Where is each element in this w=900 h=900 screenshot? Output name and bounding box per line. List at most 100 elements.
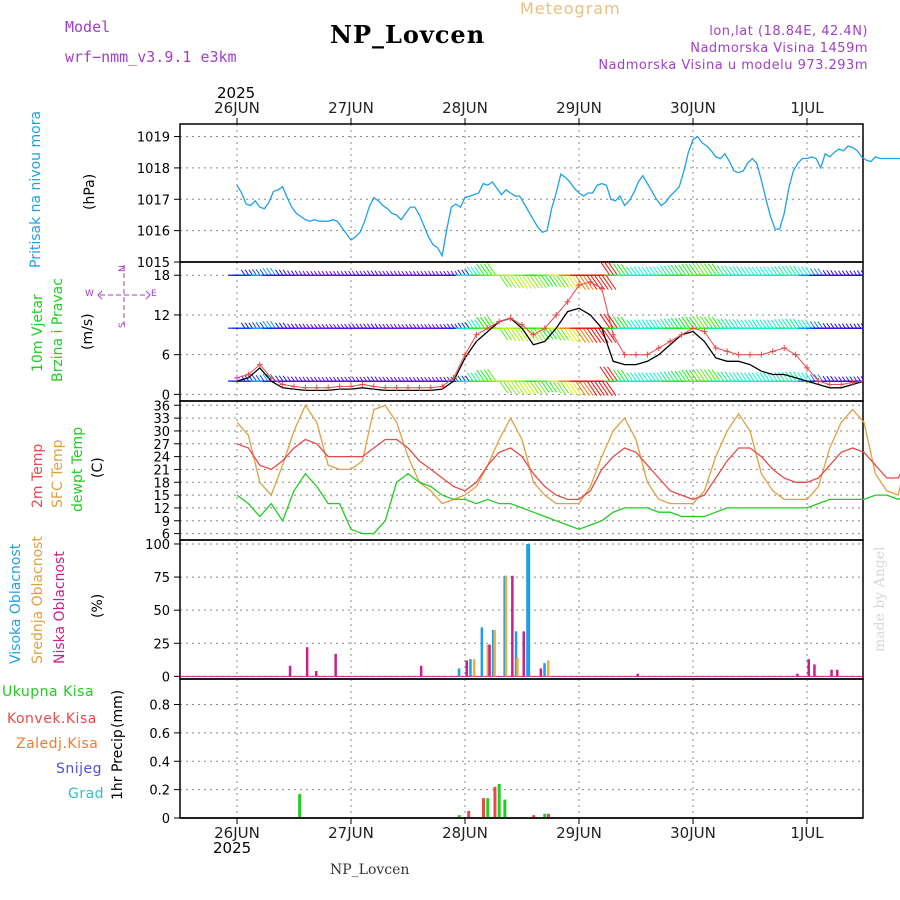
wind-barb-flag bbox=[393, 376, 398, 382]
chart-title: NP_Lovcen bbox=[330, 20, 486, 49]
bottom-date-label: 28JUN bbox=[442, 824, 488, 842]
wind-barb-flag bbox=[332, 376, 337, 382]
wind-barb-flag bbox=[525, 327, 536, 342]
wind-speed-marker bbox=[462, 351, 468, 358]
wind-barb-flag bbox=[259, 375, 265, 382]
wind-barb-flag bbox=[637, 266, 645, 276]
wind-barb-flag bbox=[427, 323, 432, 329]
wind-barb-flag bbox=[537, 327, 547, 341]
wind-barb-flag bbox=[620, 369, 630, 382]
wind-speed-marker bbox=[382, 384, 389, 391]
legend-total-rain: Ukupna Kisa bbox=[2, 684, 95, 700]
compass-west: W bbox=[85, 289, 94, 299]
wind-barb-flag bbox=[841, 323, 846, 329]
wind-barb-flag bbox=[785, 318, 793, 329]
wind-barb-flag bbox=[537, 274, 547, 288]
low-cloud-bar bbox=[522, 631, 525, 677]
top-date-label: 30JUN bbox=[670, 99, 716, 117]
pressure-line bbox=[236, 135, 900, 258]
wind-barb-flag bbox=[332, 323, 337, 329]
wind-barb-flag bbox=[667, 318, 675, 329]
wind-barb-flag bbox=[559, 327, 570, 341]
wind-barb-flag bbox=[869, 323, 872, 328]
wind-barb-flag bbox=[605, 274, 617, 290]
wind-barb-flag bbox=[732, 371, 740, 382]
high-cloud-bar bbox=[492, 630, 495, 677]
wind-barb-flag bbox=[869, 376, 872, 381]
wind-barb-flag bbox=[575, 380, 586, 396]
wind-barb-flag bbox=[282, 322, 288, 329]
wind-barb-flag bbox=[340, 376, 345, 382]
wind-barb-flag bbox=[397, 376, 402, 382]
wind-barb-flag bbox=[424, 376, 428, 382]
wind-barb-flag bbox=[716, 265, 725, 276]
wind-barb-flag bbox=[306, 323, 311, 329]
wind-barb-flag bbox=[567, 274, 578, 290]
wind-barb-flag bbox=[262, 267, 269, 276]
wind-barb-flag bbox=[781, 318, 789, 329]
wind-barb-flag bbox=[270, 267, 276, 276]
wind-barb-flag bbox=[600, 262, 611, 276]
wind-barb-flag bbox=[431, 270, 436, 276]
wind-speed-marker bbox=[644, 351, 651, 358]
wind-speed-marker bbox=[450, 374, 457, 381]
wind-barb-flag bbox=[251, 375, 257, 382]
wind-barb-flag bbox=[487, 315, 497, 329]
wind-barb-flag bbox=[822, 375, 827, 382]
wind-barb-flag bbox=[351, 323, 356, 329]
wind-speed-marker bbox=[781, 345, 788, 352]
wind-barb-flag bbox=[559, 274, 570, 288]
wind-barb-flag bbox=[302, 376, 307, 382]
wind-barb-flag bbox=[548, 327, 558, 340]
wind-barb-flag bbox=[321, 376, 326, 382]
wind-speed-marker bbox=[245, 371, 252, 378]
wind-barb-flag bbox=[674, 264, 683, 276]
wind-barb-flag bbox=[506, 380, 517, 395]
wind-barb-flag bbox=[370, 270, 375, 276]
high-cloud-bar bbox=[469, 659, 472, 677]
bottom-axis-year: 2025 bbox=[213, 839, 252, 857]
wind-barb-flag bbox=[707, 263, 717, 276]
wind-barb-flag bbox=[778, 371, 786, 382]
wind-barb-flag bbox=[514, 274, 525, 289]
wind-ylabel-1: 10m Vjetar bbox=[30, 294, 46, 372]
wind-speed-marker bbox=[553, 311, 560, 318]
wind-barb-flag bbox=[548, 274, 558, 287]
wind-barb-flag bbox=[567, 327, 578, 343]
wind-barb-flag bbox=[740, 319, 748, 329]
wind-barb-flag bbox=[363, 323, 368, 329]
wind-speed-marker bbox=[279, 381, 286, 388]
wind-barb-flag bbox=[435, 376, 440, 382]
y-tick-label: 1017 bbox=[137, 193, 170, 208]
wind-barb-flag bbox=[620, 316, 630, 329]
wind-barb-flag bbox=[740, 266, 748, 276]
wind-barb-flag bbox=[266, 267, 273, 276]
wind-barb-flag bbox=[891, 270, 894, 275]
wind-barb-flag bbox=[571, 380, 582, 396]
wind-barb-flag bbox=[483, 316, 493, 329]
wind-barb-flag bbox=[248, 375, 254, 382]
wind-barb-flag bbox=[759, 372, 767, 382]
convective-rain-bar bbox=[532, 815, 536, 818]
wind-barb-flag bbox=[470, 372, 478, 382]
low-cloud-bar bbox=[419, 665, 423, 677]
wind-barb-flag bbox=[759, 266, 767, 276]
wind-barb-flag bbox=[607, 262, 618, 276]
wind-barb-flag bbox=[888, 270, 891, 275]
wind-barb-flag bbox=[594, 380, 605, 396]
wind-barb-flag bbox=[856, 376, 862, 382]
wind-barb-flag bbox=[740, 372, 748, 382]
y-tick-label: 27 bbox=[153, 438, 170, 453]
y-tick-label: 1019 bbox=[137, 131, 170, 146]
wind-barb-flag bbox=[366, 376, 371, 382]
convective-rain-bar bbox=[547, 813, 550, 818]
wind-barb-flag bbox=[759, 319, 767, 329]
total-rain-bar bbox=[457, 815, 461, 818]
panel-frame bbox=[179, 123, 864, 263]
wind-barb-flag bbox=[895, 323, 898, 328]
wind-speed-marker bbox=[427, 384, 434, 391]
wind-barb-flag bbox=[826, 269, 831, 276]
wind-speed-marker bbox=[690, 325, 696, 332]
wind-barb-flag bbox=[521, 327, 532, 342]
y-tick-label: 0 bbox=[162, 812, 170, 827]
